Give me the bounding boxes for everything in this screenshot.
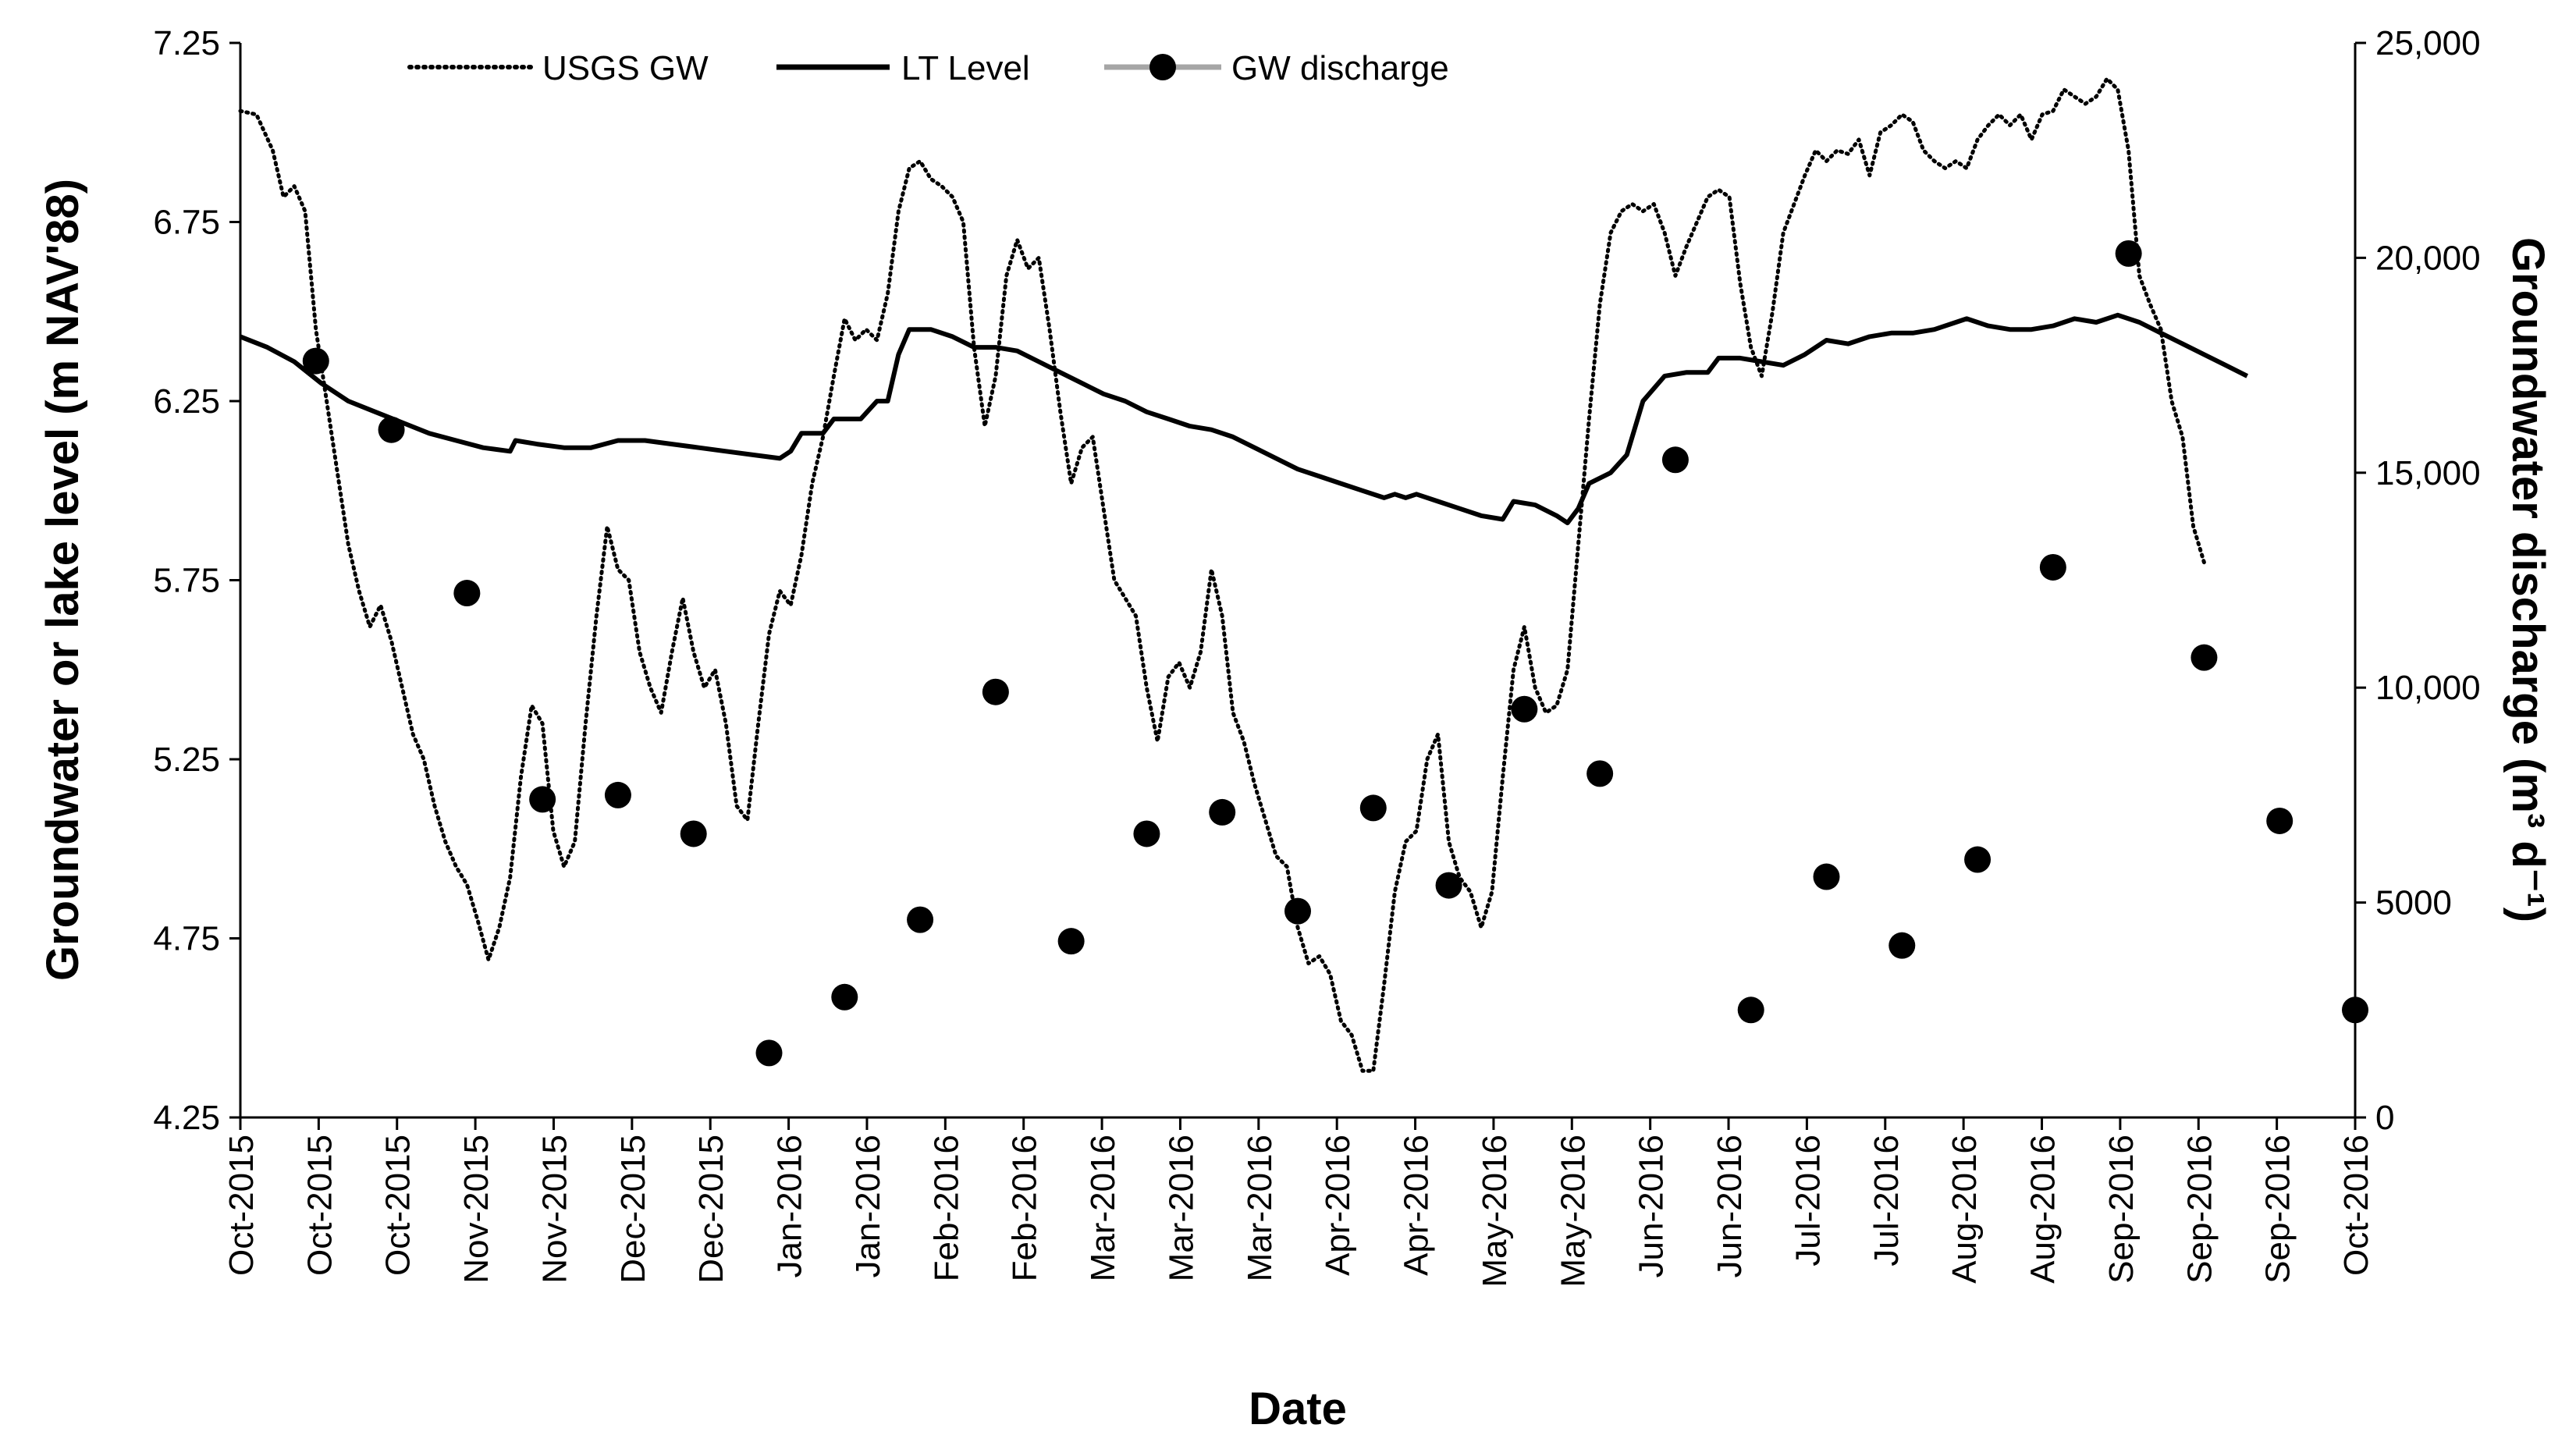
x-tick-label-6: Dec-2015 xyxy=(692,1135,730,1284)
x-tick-label-11: Mar-2016 xyxy=(1084,1135,1122,1281)
gw-discharge-point-18 xyxy=(1661,446,1689,474)
left-y-axis-title: Groundwater or lake level (m NAV'88) xyxy=(37,179,88,981)
gw-discharge-point-10 xyxy=(1057,928,1085,955)
gw-discharge-point-8 xyxy=(907,906,934,933)
x-tick-label-17: May-2016 xyxy=(1554,1135,1592,1288)
right-tick-label-4: 20,000 xyxy=(2375,239,2481,277)
x-tick-label-20: Jul-2016 xyxy=(1789,1135,1827,1266)
left-tick-label-3: 5.75 xyxy=(153,562,220,600)
gw-discharge-point-12 xyxy=(1209,798,1236,826)
x-tick-label-18: Jun-2016 xyxy=(1633,1135,1671,1277)
x-tick-label-14: Apr-2016 xyxy=(1319,1135,1357,1276)
left-tick-label-2: 5.25 xyxy=(153,741,220,779)
usgs-gw-line xyxy=(238,76,2206,1073)
x-axis-title: Date xyxy=(1249,1384,1347,1434)
plot-area xyxy=(238,76,2368,1073)
gw-discharge-point-24 xyxy=(2115,240,2142,267)
right-tick-label-5: 25,000 xyxy=(2375,24,2481,62)
x-tick-label-10: Feb-2016 xyxy=(1006,1135,1044,1281)
x-tick-label-23: Aug-2016 xyxy=(2024,1135,2063,1284)
x-tick-label-4: Nov-2015 xyxy=(535,1135,574,1284)
right-tick-label-0: 0 xyxy=(2375,1099,2394,1137)
x-tick-label-25: Sep-2016 xyxy=(2180,1135,2219,1284)
right-tick-label-2: 10,000 xyxy=(2375,669,2481,707)
gw-discharge-point-1 xyxy=(378,416,405,443)
gw-discharge-point-20 xyxy=(1813,863,1840,890)
x-tick-label-19: Jun-2016 xyxy=(1711,1135,1749,1277)
gw-discharge-point-4 xyxy=(604,781,631,808)
gw-discharge-point-22 xyxy=(1964,846,1992,873)
gw-discharge-point-19 xyxy=(1737,996,1764,1024)
left-tick-label-0: 4.25 xyxy=(153,1099,220,1137)
gw-discharge-point-17 xyxy=(1586,760,1614,787)
gw-discharge-point-23 xyxy=(2039,553,2066,581)
x-tick-label-16: May-2016 xyxy=(1476,1135,1514,1288)
x-tick-label-9: Feb-2016 xyxy=(927,1135,965,1281)
gw-discharge-point-14 xyxy=(1359,794,1387,822)
left-tick-label-4: 6.25 xyxy=(153,382,220,421)
x-tick-label-3: Nov-2015 xyxy=(457,1135,496,1284)
gw-discharge-point-9 xyxy=(982,678,1009,705)
gw-discharge-point-15 xyxy=(1435,872,1462,899)
x-tick-label-5: Dec-2015 xyxy=(614,1135,652,1284)
x-tick-label-8: Jan-2016 xyxy=(849,1135,887,1277)
right-tick-label-1: 5000 xyxy=(2375,884,2452,922)
x-tick-label-26: Sep-2016 xyxy=(2259,1135,2297,1284)
x-tick-label-2: Oct-2015 xyxy=(379,1135,417,1276)
gw-discharge-point-25 xyxy=(2190,644,2218,671)
left-tick-label-1: 4.75 xyxy=(153,920,220,958)
legend: USGS GW LT Level GW discharge xyxy=(407,49,1449,87)
left-tick-label-5: 6.75 xyxy=(153,204,220,242)
legend-usgs-gw-label: USGS GW xyxy=(542,49,709,87)
x-tick-label-22: Aug-2016 xyxy=(1945,1135,1984,1284)
gw-discharge-point-2 xyxy=(453,580,481,607)
x-tick-label-27: Oct-2016 xyxy=(2337,1135,2375,1276)
x-tick-label-7: Jan-2016 xyxy=(771,1135,809,1277)
gw-discharge-point-0 xyxy=(302,347,329,375)
axes xyxy=(239,43,2357,1119)
x-ticks: Oct-2015 Oct-2015 Oct-2015 Nov-2015 Nov-2015… xyxy=(222,1117,2375,1288)
gw-discharge-point-6 xyxy=(755,1039,783,1067)
x-tick-label-1: Oct-2015 xyxy=(300,1135,339,1276)
gw-discharge-point-16 xyxy=(1511,695,1538,723)
left-y-ticks: 4.25 4.75 5.25 5.75 6.25 6.75 7.25 xyxy=(153,24,240,1137)
x-tick-label-12: Mar-2016 xyxy=(1162,1135,1200,1281)
x-tick-label-24: Sep-2016 xyxy=(2102,1135,2141,1284)
gw-discharge-point-5 xyxy=(680,820,707,847)
gw-discharge-point-11 xyxy=(1133,820,1160,847)
legend-lt-level-label: LT Level xyxy=(901,49,1030,87)
right-y-ticks: 0 5000 10,000 15,000 20,000 25,000 xyxy=(2355,24,2481,1137)
gw-discharge-point-13 xyxy=(1284,897,1311,925)
x-tick-label-21: Jul-2016 xyxy=(1867,1135,1906,1266)
x-tick-label-15: Apr-2016 xyxy=(1398,1135,1436,1276)
gw-discharge-point-7 xyxy=(831,983,858,1011)
gw-discharge-point-26 xyxy=(2266,807,2294,834)
x-tick-label-0: Oct-2015 xyxy=(222,1135,261,1276)
lt-level-line xyxy=(239,312,2249,526)
left-tick-label-6: 7.25 xyxy=(153,24,220,62)
right-y-axis-title: Groundwater discharge (m³ d⁻¹) xyxy=(2503,237,2553,922)
legend-gw-discharge-marker xyxy=(1149,54,1176,80)
gw-discharge-point-3 xyxy=(529,786,556,813)
legend-gw-discharge-label: GW discharge xyxy=(1231,49,1449,87)
gw-discharge-point-21 xyxy=(1888,932,1916,959)
right-tick-label-3: 15,000 xyxy=(2375,454,2481,492)
x-tick-label-13: Mar-2016 xyxy=(1241,1135,1279,1281)
